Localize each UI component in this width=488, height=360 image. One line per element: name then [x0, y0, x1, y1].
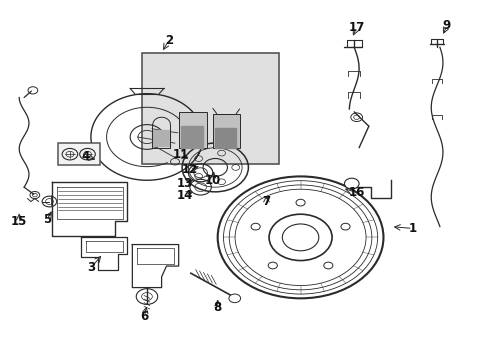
Polygon shape — [152, 130, 170, 146]
Text: 12: 12 — [182, 163, 198, 176]
Polygon shape — [178, 112, 206, 148]
Text: 6: 6 — [140, 310, 148, 323]
Text: 8: 8 — [213, 301, 222, 314]
Text: 11: 11 — [173, 148, 189, 161]
Text: 4: 4 — [81, 150, 90, 163]
Text: 17: 17 — [348, 21, 364, 34]
Polygon shape — [181, 126, 203, 148]
Text: 10: 10 — [204, 174, 221, 186]
Text: 14: 14 — [177, 189, 193, 202]
Text: 16: 16 — [348, 186, 364, 199]
Bar — [142, 53, 278, 164]
Circle shape — [344, 178, 358, 189]
Text: 7: 7 — [262, 195, 270, 208]
Polygon shape — [215, 128, 236, 148]
Text: 15: 15 — [11, 215, 27, 228]
Text: 9: 9 — [442, 19, 450, 32]
Polygon shape — [212, 114, 239, 148]
Text: 5: 5 — [43, 213, 51, 226]
Text: 1: 1 — [408, 222, 416, 235]
Text: 2: 2 — [164, 33, 173, 47]
Bar — [58, 143, 100, 165]
Text: 13: 13 — [177, 177, 193, 190]
Text: 3: 3 — [87, 261, 95, 274]
